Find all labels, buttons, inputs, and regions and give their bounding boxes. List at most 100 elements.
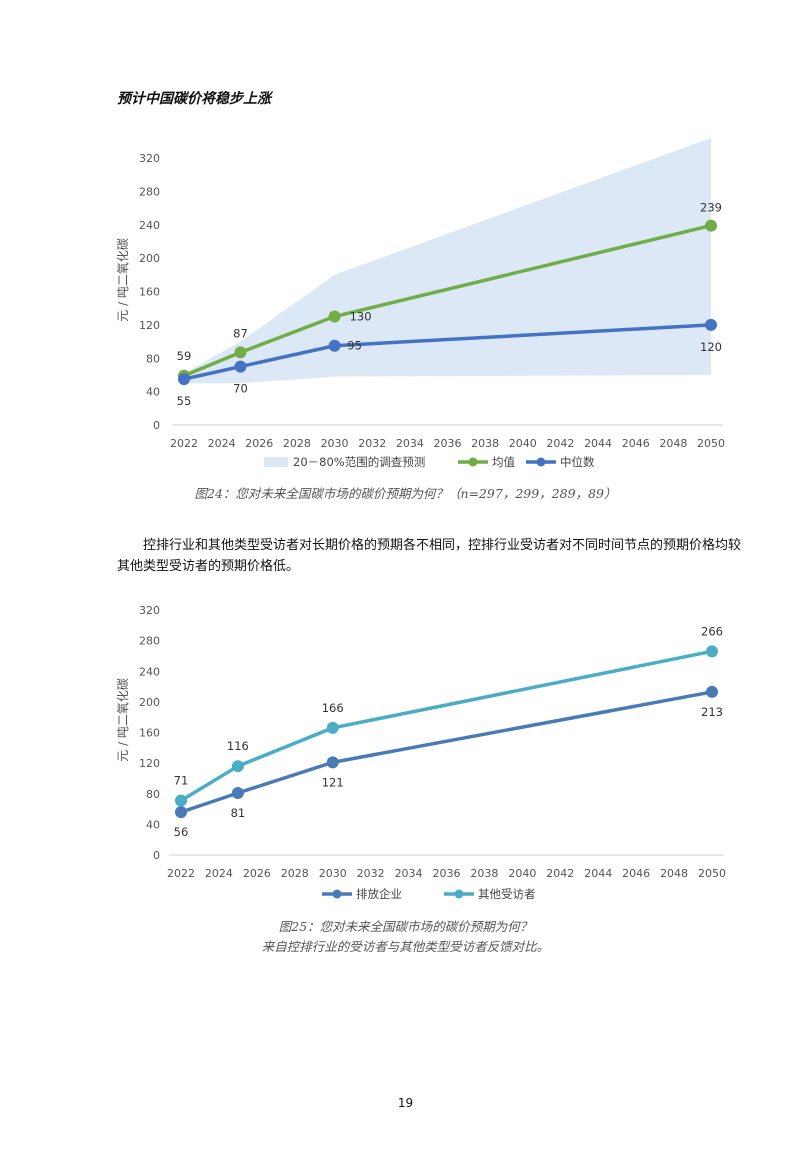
data-label: 81 — [231, 806, 246, 820]
data-point — [326, 756, 339, 769]
y-tick-label: 80 — [146, 788, 160, 801]
y-tick-label: 120 — [139, 757, 160, 770]
x-tick-label: 2026 — [245, 437, 273, 450]
data-label: 213 — [701, 705, 723, 719]
data-label: 239 — [700, 201, 722, 215]
y-axis-label: 元 / 吨二氧化碳 — [116, 238, 130, 322]
data-point — [328, 310, 341, 323]
body-paragraph: 控排行业和其他类型受访者对长期价格的预期各不相同，控排行业受访者对不同时间节点的… — [117, 538, 742, 574]
legend-label: 均值 — [492, 455, 515, 469]
chart-respondent-comparison: 0 40 80 120 160 200 240 280 320 2022 2024 2026 2028 2… — [116, 604, 726, 901]
chart-carbon-price-forecast: 0 40 80 120 160 200 240 280 320 2022 2024 2026 2028 2… — [116, 137, 725, 469]
x-tick-label: 2036 — [433, 867, 461, 880]
data-point — [175, 794, 187, 807]
x-tick-label: 2044 — [584, 867, 612, 880]
data-label: 266 — [701, 624, 723, 638]
x-tick-label: 2042 — [546, 867, 574, 880]
legend-marker — [454, 889, 464, 899]
y-tick-label: 120 — [139, 319, 160, 332]
x-tick-label: 2038 — [471, 437, 499, 450]
legend-label: 中位数 — [560, 455, 595, 469]
x-tick-label: 2026 — [243, 867, 271, 880]
series-line-0 — [183, 223, 712, 378]
x-tick-label: 2050 — [698, 867, 726, 880]
y-tick-label: 160 — [139, 727, 160, 740]
data-label: 56 — [174, 825, 189, 839]
x-tick-label: 2038 — [470, 867, 498, 880]
y-axis-label: 元 / 吨二氧化碳 — [116, 678, 130, 762]
data-point — [231, 786, 244, 799]
legend-label: 其他受访者 — [478, 887, 536, 901]
data-label: 87 — [233, 326, 248, 340]
y-tick-label: 280 — [139, 635, 160, 648]
data-label: 116 — [227, 739, 249, 753]
x-tick-label: 2028 — [281, 867, 309, 880]
x-tick-label: 2050 — [697, 437, 725, 450]
legend-marker — [332, 889, 342, 899]
data-point — [175, 806, 187, 819]
x-tick-label: 2044 — [584, 437, 612, 450]
y-tick-label: 240 — [139, 665, 160, 678]
x-tick-label: 2028 — [283, 437, 311, 450]
data-label: 59 — [177, 349, 192, 363]
series-line-1 — [180, 649, 713, 803]
y-tick-label: 320 — [139, 604, 160, 617]
x-tick-label: 2046 — [622, 437, 650, 450]
x-tick-label: 2022 — [170, 437, 198, 450]
section-heading: 预计中国碳价将稳步上涨 — [117, 91, 271, 107]
x-tick-label: 2024 — [208, 437, 236, 450]
data-label: 71 — [174, 774, 189, 788]
y-tick-label: 200 — [139, 252, 160, 265]
legend-label: 20－80%范围的调查预测 — [293, 455, 425, 469]
x-tick-label: 2040 — [509, 437, 537, 450]
legend-marker — [468, 457, 478, 467]
data-point — [178, 373, 190, 386]
x-tick-label: 2022 — [167, 867, 195, 880]
data-label: 121 — [322, 775, 344, 789]
x-tick-label: 2046 — [622, 867, 650, 880]
figure-25-caption-line2: 来自控排行业的受访者与其他类型受访者反馈对比。 — [261, 939, 550, 954]
series-line-1 — [183, 323, 712, 381]
data-point — [706, 645, 718, 658]
series-line-0 — [180, 690, 713, 814]
x-tick-label: 2040 — [508, 867, 536, 880]
x-tick-label: 2034 — [395, 867, 423, 880]
data-point — [706, 685, 718, 698]
data-label: 70 — [233, 382, 248, 396]
data-point — [234, 346, 247, 359]
data-point — [234, 360, 247, 373]
data-label: 95 — [347, 339, 362, 353]
legend-band-swatch — [264, 457, 288, 467]
x-tick-label: 2030 — [321, 437, 349, 450]
data-label: 130 — [350, 310, 372, 324]
data-label: 166 — [322, 701, 344, 715]
y-tick-label: 280 — [139, 185, 160, 198]
y-tick-label: 160 — [139, 286, 160, 299]
data-point — [705, 318, 717, 331]
x-tick-label: 2048 — [660, 867, 688, 880]
legend-marker — [536, 457, 546, 467]
x-tick-label: 2036 — [434, 437, 462, 450]
x-tick-label: 2042 — [546, 437, 574, 450]
x-tick-label: 2032 — [357, 867, 385, 880]
legend-label: 排放企业 — [356, 887, 402, 901]
x-tick-label: 2032 — [358, 437, 386, 450]
y-tick-label: 0 — [153, 419, 160, 432]
y-tick-label: 40 — [146, 386, 160, 399]
page-number: 19 — [397, 1096, 414, 1110]
x-tick-label: 2048 — [659, 437, 687, 450]
data-point — [326, 721, 339, 734]
data-point — [328, 339, 341, 352]
data-label: 55 — [177, 394, 192, 408]
data-label: 120 — [700, 340, 722, 354]
y-tick-label: 200 — [139, 696, 160, 709]
figure-24-caption: 图24：您对未来全国碳市场的碳价预期为何？（n=297，299，289，89） — [194, 486, 617, 501]
x-tick-label: 2030 — [319, 867, 347, 880]
data-point — [705, 219, 717, 232]
y-tick-label: 80 — [146, 352, 160, 365]
y-tick-label: 240 — [139, 219, 160, 232]
x-tick-label: 2024 — [205, 867, 233, 880]
x-tick-label: 2034 — [396, 437, 424, 450]
data-point — [231, 760, 244, 773]
figure-25-caption-line1: 图25：您对未来全国碳市场的碳价预期为何？ — [278, 919, 533, 934]
